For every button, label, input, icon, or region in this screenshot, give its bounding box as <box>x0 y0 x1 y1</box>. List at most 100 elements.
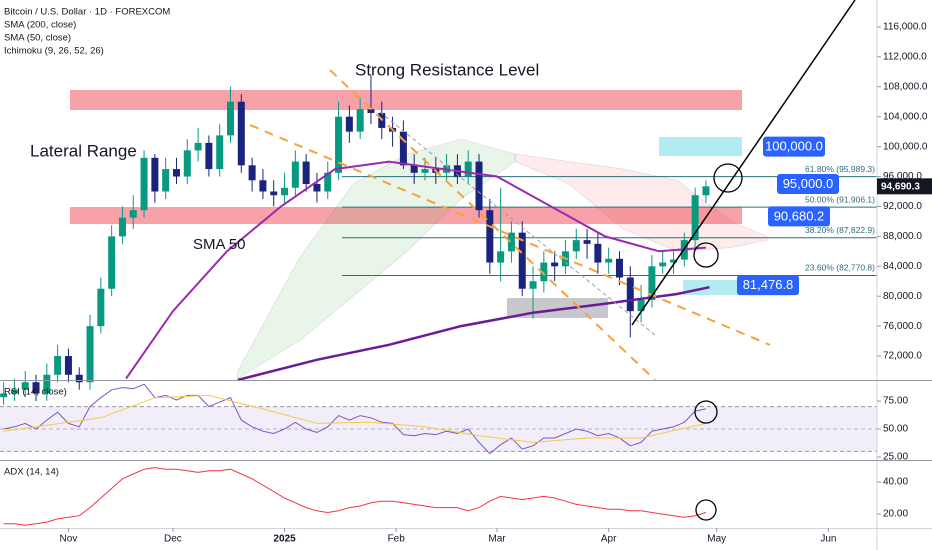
candle-body <box>648 266 656 300</box>
x-tick-label: May <box>707 534 726 545</box>
candle-body <box>637 299 645 312</box>
trend-line <box>631 0 856 326</box>
target-zone <box>659 137 742 156</box>
candle-body <box>205 142 213 170</box>
indicator-label: SMA (200, close) <box>4 20 76 31</box>
candle-body <box>151 157 159 192</box>
highlight-circle <box>693 242 719 268</box>
price-label-box <box>737 275 799 296</box>
candle-body <box>43 374 51 394</box>
pane-title: RSI (14, close) <box>4 387 67 398</box>
y-tick-label: 104,000.0 <box>883 111 928 122</box>
indicator-label: SMA (50, close) <box>4 33 71 44</box>
price-label-box <box>763 136 825 157</box>
candle-body <box>313 184 321 192</box>
annotation: SMA 50 <box>193 236 246 253</box>
y-tick-label: 75.00 <box>883 396 908 407</box>
support-zone <box>683 280 742 295</box>
candle-body <box>172 169 180 177</box>
candle-body <box>356 109 364 132</box>
candle-body <box>194 142 202 151</box>
price-label: 81,476.8 <box>743 277 794 292</box>
annotation: Strong Resistance Level <box>355 60 539 79</box>
y-tick-label: 100,000.0 <box>883 141 928 152</box>
y-tick-label: 76,000.0 <box>883 321 922 332</box>
candle-body <box>702 186 710 196</box>
candle-body <box>237 101 245 166</box>
candle-body <box>227 101 235 136</box>
y-tick-label: 92,000.0 <box>883 201 922 212</box>
price-label: 95,000.0 <box>783 176 834 191</box>
annotation: Lateral Range <box>30 141 137 160</box>
highlight-circle <box>713 163 743 193</box>
price-label: 100,000.0 <box>765 139 823 154</box>
y-tick-label: 20.00 <box>883 509 908 520</box>
candle-body <box>216 135 224 170</box>
candle-body <box>583 240 591 244</box>
candle-body <box>345 116 353 132</box>
x-tick-label: Mar <box>488 534 506 545</box>
pane-title: ADX (14, 14) <box>4 467 59 478</box>
y-tick-label: 50.00 <box>883 424 908 435</box>
fib-label: 61.80% (95,989.3) <box>805 164 875 174</box>
candle-body <box>335 116 343 173</box>
candle-body <box>691 195 699 241</box>
candle-body <box>367 109 375 113</box>
y-tick-label: 116,000.0 <box>883 22 927 33</box>
candle-body <box>594 243 602 263</box>
candle-body <box>108 236 116 289</box>
candle-body <box>32 382 40 394</box>
resistance-zone <box>70 90 742 110</box>
x-tick-label: Feb <box>388 534 406 545</box>
fib-label: 38.20% (87,822.9) <box>805 225 875 235</box>
y-tick-label: 25.00 <box>883 452 908 463</box>
candle-body <box>21 382 29 390</box>
candle-body <box>486 210 494 263</box>
candle-body <box>626 277 634 312</box>
indicator-line <box>3 383 706 455</box>
candle-body <box>64 356 72 375</box>
candle-body <box>410 165 418 173</box>
candle-body <box>183 150 191 177</box>
fib-label: 50.00% (91,906.1) <box>805 194 875 204</box>
x-tick-label: Apr <box>601 534 617 545</box>
moving-average <box>125 160 706 380</box>
y-tick-label: 96,000.0 <box>883 171 922 182</box>
y-tick-label: 80,000.0 <box>883 291 922 302</box>
ichimoku-cloud <box>237 138 516 380</box>
x-tick-label: 2025 <box>273 534 296 545</box>
highlight-circle <box>695 499 717 521</box>
candle-body <box>540 262 548 282</box>
channel-line <box>249 124 771 346</box>
fib-label: 23.60% (82,770.8) <box>805 263 875 273</box>
candle-body <box>291 161 299 188</box>
candle-body <box>118 217 126 237</box>
candle-body <box>324 172 332 192</box>
candle-body <box>248 165 256 181</box>
candle-body <box>10 389 18 394</box>
candle-body <box>615 258 623 278</box>
candle-body <box>659 262 667 267</box>
candle-body <box>140 157 148 211</box>
candle-body <box>75 374 83 383</box>
candle-body <box>54 356 62 375</box>
candle-body <box>421 169 429 173</box>
moving-average <box>237 285 710 382</box>
price-label-box <box>777 174 839 195</box>
indicator-label: Ichimoku (9, 26, 52, 26) <box>4 46 104 57</box>
y-tick-label: 108,000.0 <box>883 81 928 92</box>
candle-body <box>97 288 105 327</box>
indicator-line <box>3 394 707 443</box>
x-tick-label: Jun <box>820 534 836 545</box>
indicator-line <box>3 467 707 526</box>
candle-body <box>507 232 515 252</box>
price-label: 90,680.2 <box>774 208 825 223</box>
y-tick-label: 112,000.0 <box>883 51 927 62</box>
highlight-circle <box>694 400 718 424</box>
candle-body <box>605 258 613 263</box>
candle-body <box>0 393 8 398</box>
channel-line <box>329 69 656 381</box>
candle-body <box>281 187 289 196</box>
